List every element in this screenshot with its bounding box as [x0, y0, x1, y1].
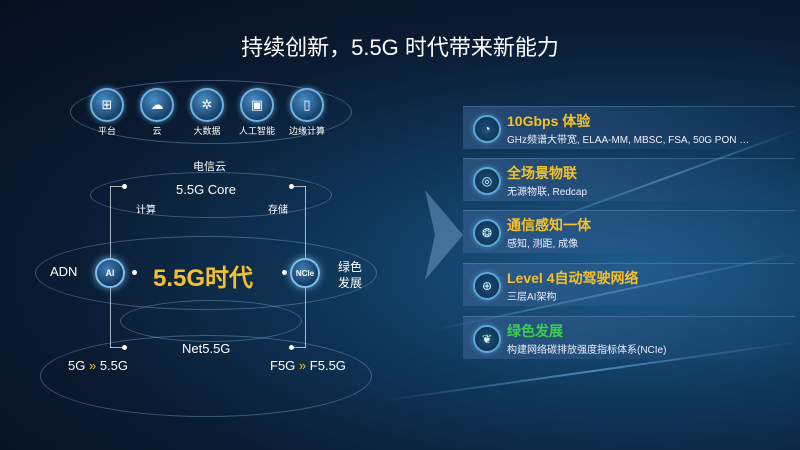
bracket-right-top — [292, 186, 306, 187]
arrow-icon: » — [88, 358, 97, 373]
from-label: F5G — [270, 358, 296, 373]
speedometer-icon: ◔ — [473, 115, 501, 143]
core-ring — [90, 172, 332, 218]
capability-title: Level 4自动驾驶网络 — [507, 270, 639, 286]
capability-title: 全场景物联 — [507, 165, 577, 181]
capability-subtitle: 感知, 测距, 成像 — [507, 239, 579, 250]
to-label: F5.5G — [309, 358, 346, 373]
core-label: 5.5G Core — [176, 182, 236, 197]
ai-badge-text: AI — [105, 268, 115, 278]
capability-title: 10Gbps 体验 — [507, 113, 591, 129]
green-label-2: 发展 — [338, 276, 363, 290]
capability-item: ❂ 通信感知一体 感知, 测距, 成像 — [463, 210, 795, 253]
net-label: Net5.5G — [182, 341, 231, 356]
top-icon-label: 云 — [152, 126, 162, 136]
capability-subtitle: 三层AI架构 — [507, 292, 557, 303]
capability-subtitle: 无源物联, Redcap — [507, 187, 588, 198]
arrow-icon: » — [298, 358, 307, 373]
capability-title: 绿色发展 — [507, 323, 563, 339]
capability-subtitle: GHz频谱大带宽, ELAA-MM, MBSC, FSA, 50G PON … — [507, 135, 750, 146]
big-data-icon: ✲ — [190, 88, 224, 122]
edge-computing-icon: ▯ — [290, 88, 324, 122]
capability-item: ⊕ Level 4自动驾驶网络 三层AI架构 — [463, 263, 795, 306]
top-ring — [70, 80, 352, 144]
top-icon-label: 人工智能 — [238, 126, 275, 136]
node-dot — [289, 184, 294, 189]
from-label: 5G — [68, 358, 86, 373]
ncie-badge: NCIe — [290, 258, 320, 288]
ai-chip-icon: ▣ — [240, 88, 274, 122]
center-label: 5.5G时代 — [153, 265, 254, 292]
capability-item: ❦ 绿色发展 构建网络碳排放强度指标体系(NCIe) — [463, 316, 795, 359]
cloud-icon: ☁ — [140, 88, 174, 122]
top-icon-label: 边缘计算 — [288, 126, 325, 136]
chevron-right-icon — [425, 190, 463, 280]
globe-network-icon: ⊕ — [473, 272, 501, 300]
node-dot — [122, 184, 127, 189]
compute-label: 计算 — [136, 205, 156, 216]
green-label-1: 绿色 — [338, 260, 363, 274]
bottom-ring — [40, 335, 372, 417]
telecom-cloud-label: 电信云 — [193, 161, 226, 173]
adn-label: ADN — [50, 264, 78, 279]
page-title: 持续创新，5.5G 时代带来新能力 — [241, 35, 559, 60]
platform-icon: ⊞ — [90, 88, 124, 122]
capability-item: ◎ 全场景物联 无源物联, Redcap — [463, 158, 795, 201]
capability-item: ◔ 10Gbps 体验 GHz频谱大带宽, ELAA-MM, MBSC, FSA… — [463, 106, 795, 149]
sensing-icon: ❂ — [473, 219, 501, 247]
iot-network-icon: ◎ — [473, 167, 501, 195]
top-icon-label: 平台 — [97, 126, 116, 136]
storage-label: 存储 — [268, 205, 288, 216]
to-label: 5.5G — [99, 358, 129, 373]
leaf-icon: ❦ — [473, 325, 501, 353]
ai-badge: AI — [95, 258, 125, 288]
capability-title: 通信感知一体 — [507, 217, 591, 233]
evolution-f5g: F5G » F5.5G — [270, 358, 346, 373]
bracket-left-top — [110, 186, 124, 187]
evolution-5g: 5G » 5.5G — [68, 358, 128, 373]
top-icon-label: 大数据 — [193, 126, 221, 136]
capability-subtitle: 构建网络碳排放强度指标体系(NCIe) — [507, 345, 667, 356]
ncie-badge-text: NCIe — [295, 268, 315, 278]
